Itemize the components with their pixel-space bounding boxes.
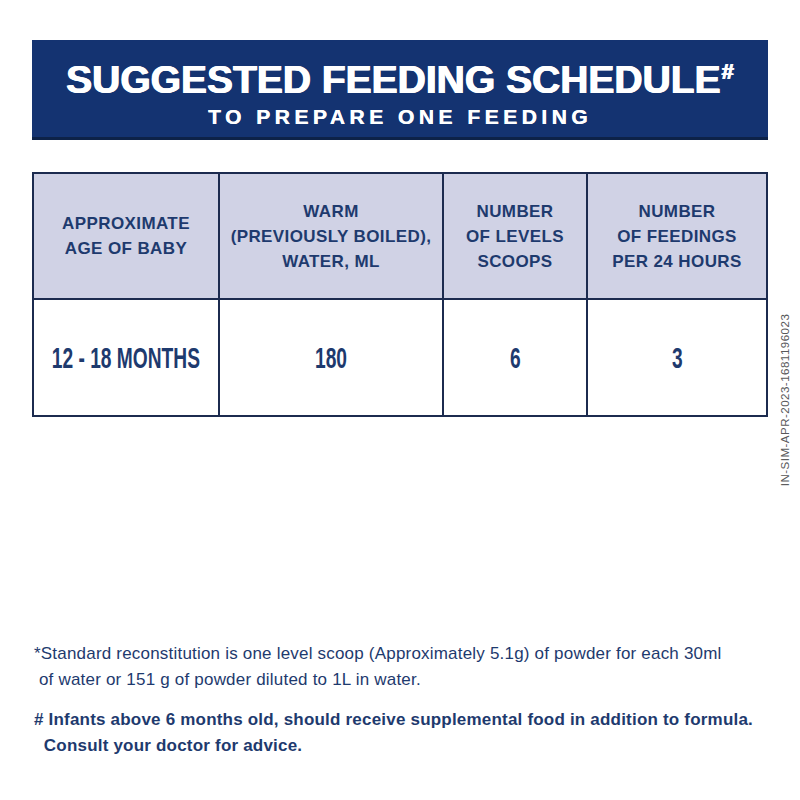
cell-water-value: 180 [220, 300, 444, 415]
scoops-value-text: 6 [510, 341, 521, 375]
column-header-age: APPROXIMATE AGE OF BABY [34, 174, 220, 300]
age-value-text: 12 - 18 MONTHS [52, 341, 200, 375]
cell-feedings-value: 3 [588, 300, 766, 415]
page-title-text: SUGGESTED FEEDING SCHEDULE [66, 58, 720, 101]
footnote-standard-reconstitution: *Standard reconstitution is one level sc… [34, 641, 756, 693]
column-header-water: WARM (PREVIOUSLY BOILED), WATER, ML [220, 174, 444, 300]
column-header-scoops: NUMBER OF LEVELS SCOOPS [444, 174, 588, 300]
column-header-feedings: NUMBER OF FEEDINGS PER 24 HOURS [588, 174, 766, 300]
water-value-text: 180 [315, 341, 347, 375]
feeding-schedule-table: APPROXIMATE AGE OF BABY WARM (PREVIOUSLY… [32, 172, 768, 417]
cell-scoops-value: 6 [444, 300, 588, 415]
batch-code-vertical: IN-SIM-APR-2023-1681196023 [779, 305, 793, 495]
footnote-supplemental-food: # Infants above 6 months old, should rec… [34, 707, 756, 759]
cell-age-value: 12 - 18 MONTHS [34, 300, 220, 415]
feeding-schedule-panel: SUGGESTED FEEDING SCHEDULE# TO PREPARE O… [0, 0, 800, 800]
title-footnote-marker: # [722, 59, 734, 84]
feedings-value-text: 3 [672, 341, 683, 375]
page-title: SUGGESTED FEEDING SCHEDULE# [66, 51, 734, 101]
page-subtitle: TO PREPARE ONE FEEDING [208, 105, 592, 129]
header-banner: SUGGESTED FEEDING SCHEDULE# TO PREPARE O… [32, 40, 768, 140]
